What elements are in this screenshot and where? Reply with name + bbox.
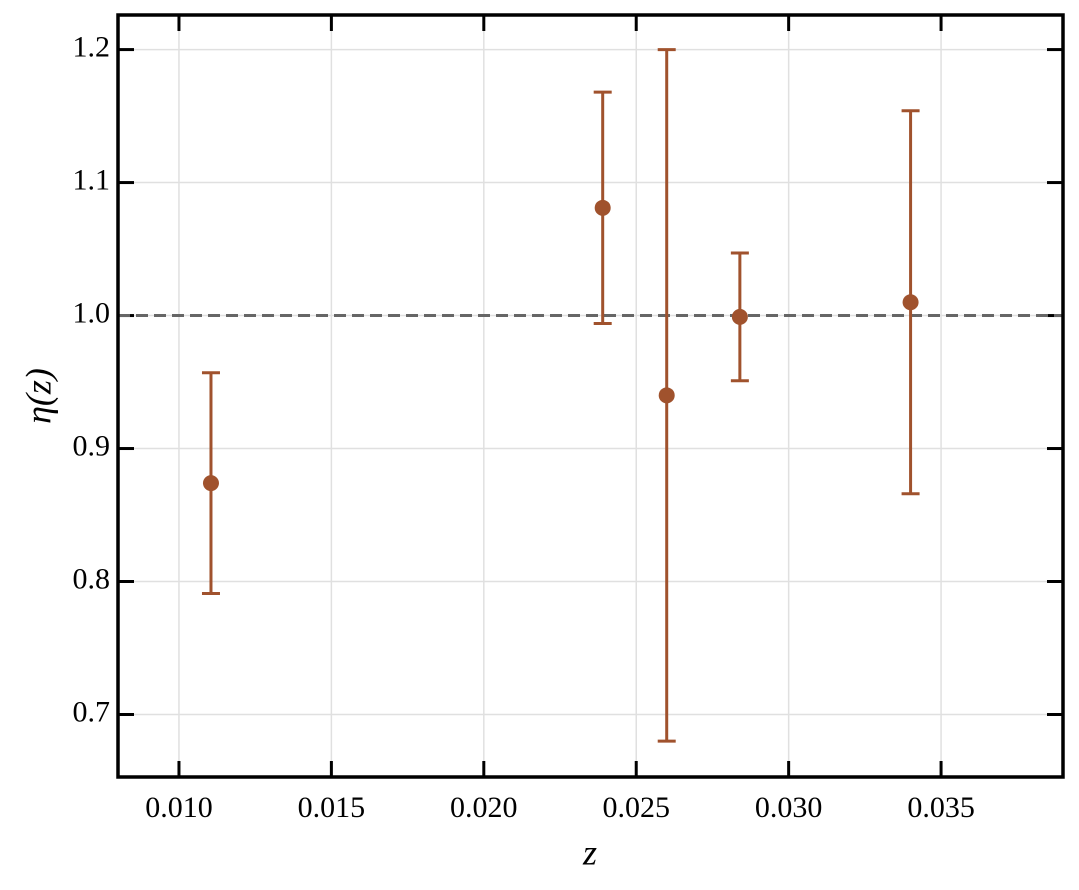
x-tick-label: 0.035 bbox=[907, 791, 975, 824]
x-tick-label: 0.010 bbox=[145, 791, 213, 824]
x-tick-label: 0.025 bbox=[602, 791, 670, 824]
x-tick-label: 0.015 bbox=[298, 791, 366, 824]
y-tick-label: 1.1 bbox=[73, 163, 111, 196]
y-tick-label: 0.7 bbox=[73, 695, 111, 728]
point bbox=[902, 294, 919, 311]
x-tick-label: 0.020 bbox=[450, 791, 518, 824]
x-tick-label: 0.030 bbox=[755, 791, 823, 824]
point bbox=[731, 308, 748, 325]
y-tick-label: 0.9 bbox=[73, 429, 111, 462]
point bbox=[202, 475, 219, 492]
y-tick-label: 0.8 bbox=[73, 562, 111, 595]
point bbox=[658, 387, 675, 404]
plot-frame bbox=[116, 13, 1065, 779]
y-tick-label: 1.0 bbox=[73, 296, 111, 329]
y-tick-label: 1.2 bbox=[73, 30, 111, 63]
point bbox=[594, 199, 611, 216]
y-axis-label: η(z) bbox=[18, 368, 58, 424]
x-axis-label: z bbox=[582, 832, 597, 872]
